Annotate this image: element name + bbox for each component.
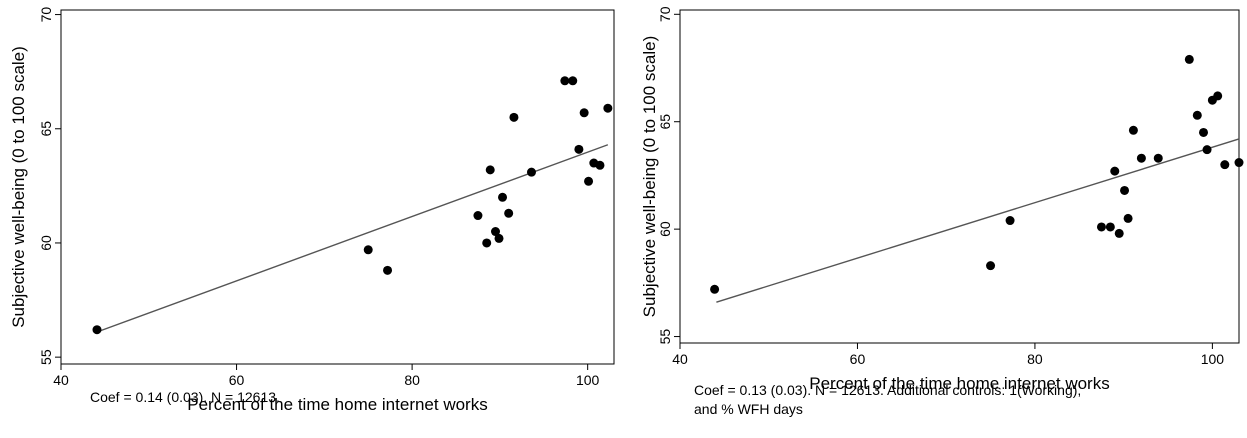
x-tick-label: 60	[229, 372, 245, 388]
data-point	[1128, 125, 1138, 135]
data-point	[1096, 222, 1106, 232]
data-point	[1153, 153, 1163, 163]
data-point	[1110, 166, 1120, 176]
x-tick-label: 100	[1201, 351, 1225, 367]
data-point	[1005, 216, 1015, 226]
note-line: Coef = 0.13 (0.03). N = 12613. Additiona…	[694, 382, 1082, 398]
data-point	[1123, 213, 1133, 223]
y-tick-label: 65	[657, 114, 673, 130]
x-tick-label: 80	[1027, 351, 1043, 367]
data-point	[579, 108, 589, 118]
data-point	[1199, 127, 1209, 137]
y-axis-label: Subjective well-being (0 to 100 scale)	[9, 46, 28, 328]
data-point	[574, 144, 584, 154]
data-point	[491, 227, 500, 237]
data-point	[1192, 110, 1202, 120]
x-tick-label: 60	[850, 351, 866, 367]
data-point	[1184, 54, 1194, 64]
y-tick-label: 55	[657, 329, 673, 345]
note-right: Coef = 0.13 (0.03). N = 12613. Additiona…	[694, 381, 1234, 419]
data-point	[494, 233, 504, 243]
data-point	[509, 112, 519, 122]
data-point	[482, 238, 492, 248]
y-tick-label: 55	[38, 349, 54, 365]
data-point	[473, 211, 483, 221]
data-point	[363, 245, 373, 255]
y-tick-label: 70	[38, 7, 54, 23]
note-left: Coef = 0.14 (0.03). N = 12613.	[90, 388, 610, 407]
data-point	[526, 167, 536, 177]
data-point	[710, 284, 720, 294]
data-point	[383, 265, 393, 275]
fit-line	[96, 144, 609, 333]
panel-right: 40 60 80 100 55 60 65 70 Percent of the time hom…	[640, 6, 1244, 393]
data-point	[595, 160, 605, 170]
y-tick-label: 65	[38, 121, 54, 137]
data-point	[986, 261, 996, 271]
panel-left: 40 60 80 100 55 60 65 70 Percent of the time hom…	[9, 7, 615, 414]
data-point	[1120, 185, 1130, 195]
data-point	[1234, 158, 1244, 168]
x-axis-label: Percent of the time home internet works	[809, 374, 1109, 393]
data-point	[603, 103, 613, 113]
data-point	[504, 208, 514, 218]
y-tick-label: 60	[657, 221, 673, 237]
data-point	[1105, 222, 1115, 232]
fit-line	[716, 138, 1240, 303]
data-point	[560, 76, 570, 86]
data-point	[568, 76, 578, 86]
note-line: Coef = 0.14 (0.03). N = 12613.	[90, 389, 280, 405]
data-point	[1136, 153, 1146, 163]
y-tick-label: 70	[657, 6, 673, 22]
x-tick-label: 40	[53, 372, 69, 388]
x-tick-label: 80	[404, 372, 420, 388]
plot-frame	[679, 9, 1240, 344]
note-line: and % WFH days	[694, 401, 803, 417]
data-point	[92, 325, 102, 335]
data-point	[485, 165, 495, 175]
x-tick-label: 100	[576, 372, 600, 388]
y-tick-label: 60	[38, 235, 54, 251]
data-point	[1114, 228, 1124, 238]
x-tick-label: 40	[672, 351, 688, 367]
plot-frame	[60, 9, 615, 365]
data-point	[1220, 160, 1230, 170]
data-point	[584, 176, 594, 186]
y-axis-label: Subjective well-being (0 to 100 scale)	[640, 36, 659, 318]
x-axis-label: Percent of the time home internet works	[187, 395, 487, 414]
data-point	[1202, 145, 1212, 155]
data-point	[1213, 91, 1223, 101]
data-point	[498, 192, 508, 202]
